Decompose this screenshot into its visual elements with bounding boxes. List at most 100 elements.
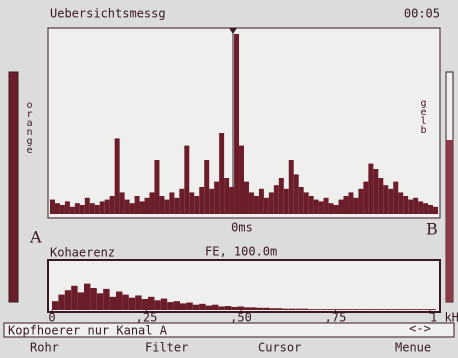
title: Uebersichtsmessg: [50, 7, 166, 21]
spectrum-bar: [90, 288, 96, 310]
spectrum-bar: [398, 192, 403, 214]
spectrum-bar: [130, 203, 135, 214]
spectrum-bar: [206, 306, 212, 310]
spectrum-bar: [417, 309, 423, 310]
spectrum-bar: [161, 299, 167, 310]
spectrum-bar: [164, 200, 169, 214]
spectrum-bar: [116, 292, 122, 310]
spectrum-bar: [97, 293, 103, 310]
spectrum-bar: [84, 284, 90, 310]
spectrum-bar: [413, 198, 418, 214]
spectrum-bar: [70, 207, 75, 214]
spectrum-bar: [393, 182, 398, 214]
spectrum-bar: [363, 182, 368, 214]
spectrum-bar: [279, 178, 284, 214]
spectrum-bar: [428, 205, 433, 214]
spectrum-bar: [433, 207, 438, 214]
spectrum-bar: [359, 309, 365, 310]
spectrum-bar: [302, 309, 308, 310]
spectrum-bar: [238, 306, 244, 310]
menu-item[interactable]: Filter: [145, 341, 188, 355]
spectrum-bar: [184, 146, 189, 214]
spectrum-bar: [105, 200, 110, 214]
spectrum-bar: [329, 203, 334, 214]
spectrum-bar: [142, 299, 148, 310]
spectrum-bar: [346, 309, 352, 310]
spectrum-bar: [85, 198, 90, 214]
menu-item[interactable]: Rohr: [30, 341, 59, 355]
spectrum-bar: [218, 306, 224, 310]
spectrum-bar: [324, 198, 329, 214]
spectrum-bar: [264, 198, 269, 214]
spectrum-bar: [224, 178, 229, 214]
spectrum-bar: [180, 303, 186, 310]
spectrum-bar: [295, 309, 301, 310]
level-meter-b-fill: [446, 140, 453, 302]
spectrum-bar: [145, 198, 150, 214]
spectrum-bar: [334, 205, 339, 214]
spectrum-bar: [270, 308, 276, 310]
spectrum-bar: [378, 309, 384, 310]
spectrum-bar: [186, 303, 192, 310]
x-tick-label: ,75: [325, 311, 347, 325]
spectrum-bar: [204, 160, 209, 214]
menu-item[interactable]: Cursor: [258, 341, 301, 355]
menu-item[interactable]: Menue: [395, 341, 431, 355]
x-tick-label: ,25: [136, 311, 158, 325]
spectrum-bar: [368, 164, 373, 214]
spectrum-bar: [314, 309, 320, 310]
spectrum-bar: [199, 187, 204, 214]
spectrum-bar: [423, 203, 428, 214]
spectrum-bar: [418, 201, 423, 214]
spectrum-bar: [110, 196, 115, 214]
spectrum-bar: [423, 309, 429, 310]
status-message: Kopfhoerer nur Kanal A: [8, 324, 168, 338]
spectrum-bar: [179, 189, 184, 214]
x-tick-label: 0: [48, 311, 55, 325]
spectrum-bar: [154, 160, 159, 214]
spectrum-bar: [314, 200, 319, 214]
spectrum-bar: [299, 187, 304, 214]
spectrum-bar: [225, 306, 231, 310]
cursor-label: 0ms: [231, 221, 253, 235]
spectrum-bar: [71, 286, 77, 310]
sensor-a: A: [29, 228, 42, 247]
left-label: orange: [24, 100, 35, 154]
spectrum-bar: [65, 201, 70, 214]
spectrum-bar: [65, 290, 71, 310]
page: Uebersichtsmessg 00:05 orange gelb A B 0…: [0, 0, 458, 358]
spectrum-bar: [284, 189, 289, 214]
spectrum-bar: [154, 300, 160, 310]
spectrum-bar: [174, 198, 179, 214]
spectrum-bar: [174, 301, 180, 310]
status-hint: <->: [409, 322, 431, 336]
spectrum-bar: [404, 309, 410, 310]
spectrum-bar: [100, 201, 105, 214]
spectrum-bar: [348, 192, 353, 214]
spectrum-bar: [122, 295, 128, 310]
coherence-title: Kohaerenz: [50, 246, 115, 260]
spectrum-bar: [194, 196, 199, 214]
spectrum-bar: [75, 203, 80, 214]
spectrum-bar: [239, 146, 244, 214]
spectrum-bar: [353, 198, 358, 214]
spectrum-bar: [52, 301, 58, 310]
spectrum-bar: [309, 196, 314, 214]
right-label: gelb: [418, 98, 429, 134]
spectrum-bar: [199, 304, 205, 310]
spectrum-bar: [120, 192, 125, 214]
spectrum-bar: [289, 309, 295, 310]
sensor-b: B: [426, 220, 438, 239]
spectrum-bar: [159, 196, 164, 214]
x-tick-label: 1 kHz: [430, 311, 458, 325]
spectrum-bar: [249, 192, 254, 214]
spectrum-bar: [115, 138, 120, 214]
spectrum-bar: [269, 192, 274, 214]
spectrum-bar: [254, 196, 259, 214]
spectrum-bar: [167, 302, 173, 310]
spectrum-bar: [234, 34, 239, 214]
coherence-info: FE, 100.0m: [205, 245, 277, 259]
spectrum-bar: [274, 185, 279, 214]
spectrum-bar: [343, 196, 348, 214]
spectrum-bar: [403, 196, 408, 214]
